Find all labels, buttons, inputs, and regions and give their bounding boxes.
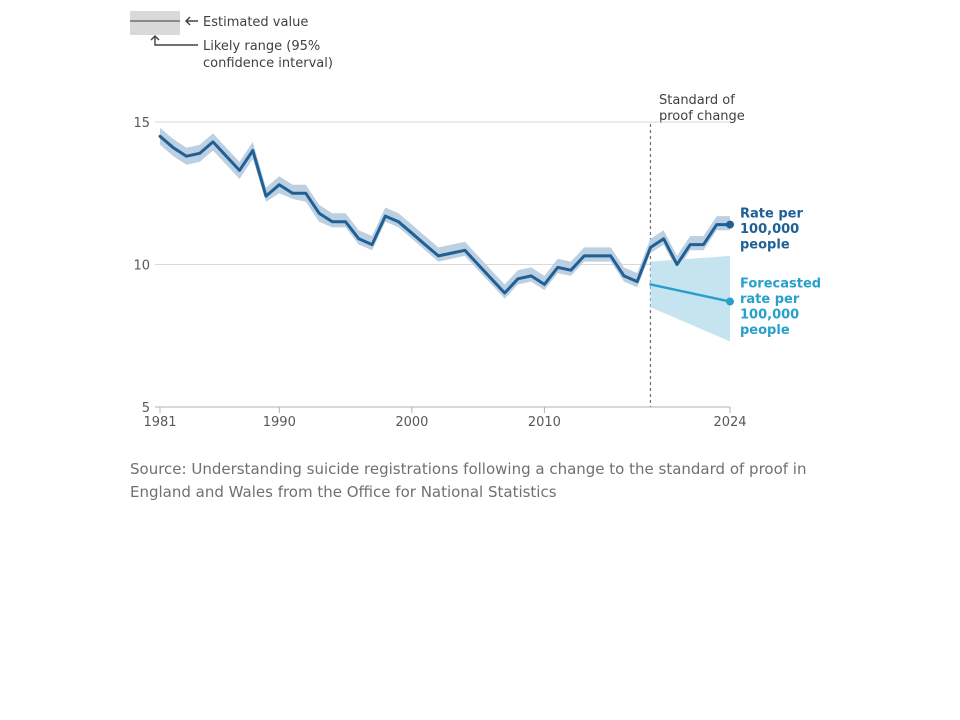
x-axis: 1981 1990 2000 2010 2024 xyxy=(143,407,747,430)
confidence-band-0 xyxy=(160,127,730,299)
x-tick-label: 1981 xyxy=(143,415,176,430)
series-line-1 xyxy=(649,283,732,303)
y-tick-label: 10 xyxy=(133,259,150,274)
legend-estimate-label: Estimated value xyxy=(203,15,308,30)
series-label-0-line1: 100,000 xyxy=(740,222,799,237)
x-tick-label: 2010 xyxy=(528,415,561,430)
series-label-0-line0: Rate per xyxy=(740,207,803,222)
gridlines xyxy=(155,121,730,408)
series-label-1-line3: people xyxy=(740,323,790,338)
source-note: Source: Understanding suicide registrati… xyxy=(130,460,807,501)
annotation-label-line1: Standard of xyxy=(659,93,735,108)
series-label-1-line0: Forecasted xyxy=(740,277,821,292)
y-axis: 5 10 15 xyxy=(133,116,150,416)
legend: Estimated value Likely range (95% confid… xyxy=(130,11,333,71)
confidence-band-1 xyxy=(650,255,730,342)
legend-range-label-line1: Likely range (95% xyxy=(203,39,320,54)
legend-range-arrow-icon xyxy=(150,35,198,46)
plot-area xyxy=(158,124,734,407)
series-label-0-line2: people xyxy=(740,238,790,253)
x-tick-label: 2000 xyxy=(395,415,428,430)
series-label-1-line2: 100,000 xyxy=(740,308,799,323)
series-end-point-0 xyxy=(726,220,734,229)
series-end-point-1 xyxy=(726,297,734,306)
legend-range-label-line2: confidence interval) xyxy=(203,56,333,71)
x-tick-label: 2024 xyxy=(713,415,746,430)
x-tick-label: 1990 xyxy=(263,415,296,430)
legend-estimate-arrow-icon xyxy=(185,16,198,26)
annotation-label-line2: proof change xyxy=(659,109,745,124)
series-line-0 xyxy=(158,134,732,295)
series-label-1-line1: rate per xyxy=(740,292,800,307)
legend-range-swatch xyxy=(130,11,180,35)
y-tick-label: 15 xyxy=(133,116,150,131)
y-tick-label: 5 xyxy=(142,401,150,416)
